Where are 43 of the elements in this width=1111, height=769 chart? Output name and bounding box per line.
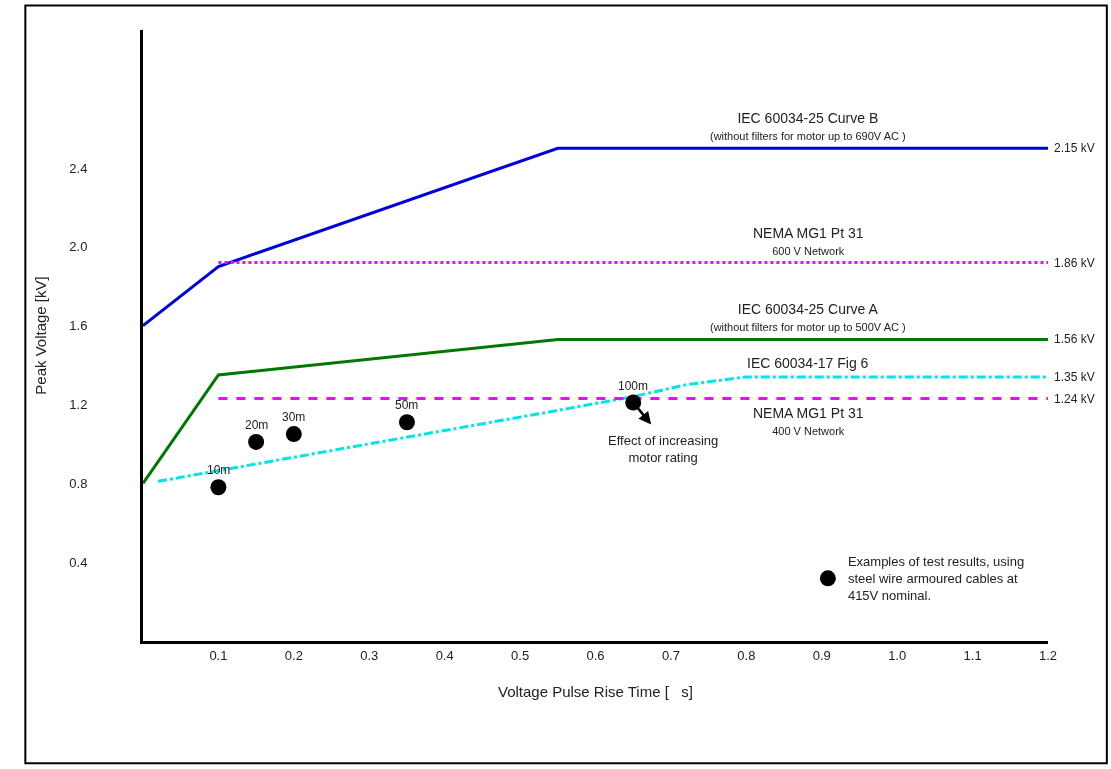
series-label: NEMA MG1 Pt 31 600 V Network — [753, 225, 864, 257]
point — [625, 394, 642, 411]
x-tick-label: 0.3 — [360, 647, 379, 663]
x-tick-label: 0.7 — [661, 647, 680, 663]
x-tick-label: 0.2 — [284, 647, 303, 663]
annotation: 10m — [207, 463, 231, 477]
annotation: 100m — [618, 379, 649, 393]
series-label: IEC 60034-25 Curve B (without filters for motor up to 690V AC ) — [710, 110, 906, 142]
x-tick-label: 1.0 — [888, 647, 907, 663]
point — [285, 426, 302, 443]
x-tick-label: 1.1 — [963, 647, 982, 663]
annotation: 50m — [395, 398, 419, 412]
x-tick-label: 0.8 — [737, 647, 756, 663]
y-tick-label: 1.6 — [69, 318, 88, 334]
x-tick-label: 1.2 — [1038, 647, 1058, 663]
annotation: 30m — [282, 410, 306, 424]
y-tick-label: 0.8 — [69, 475, 88, 491]
y-tick-label: 2.4 — [69, 160, 88, 176]
x-axis-title: Voltage Pulse Rise Time [ s] — [497, 682, 694, 700]
x-tick-label: 0.4 — [435, 647, 454, 663]
y-tick-label: 0.4 — [69, 554, 88, 570]
x-tick-label: 0.1 — [209, 647, 228, 663]
annotation: Effect of increasing motor rating — [608, 433, 719, 465]
point — [248, 433, 265, 450]
annotation: 20m — [245, 418, 269, 432]
y-tick-label: 1.2 — [69, 397, 88, 413]
annotation: 1.56 kV — [1054, 332, 1095, 346]
x-tick-label: 0.6 — [586, 647, 605, 663]
point — [210, 479, 227, 496]
x-tick-label: 0.5 — [511, 647, 530, 663]
x-tick-label: 0.9 — [812, 647, 831, 663]
series-label: IEC 60034-17 Fig 6 — [747, 355, 869, 371]
series-label: NEMA MG1 Pt 31 400 V Network — [753, 405, 864, 437]
line-series — [156, 375, 1048, 483]
series-label: IEC 60034-25 Curve A (without filters for motor up to 500V AC ) — [710, 301, 906, 333]
point — [398, 414, 415, 431]
annotation: 1.35 kV — [1054, 370, 1095, 384]
legend-label: Examples of test results, using steel wire armoured cables at 415V nominal. — [847, 554, 1025, 604]
y-tick-label: 2.0 — [69, 239, 88, 255]
annotation: 1.24 kV — [1054, 392, 1095, 406]
annotation: 2.15 kV — [1054, 141, 1095, 155]
y-axis-title: Peak Voltage [kV] — [31, 276, 49, 395]
annotation: 1.86 kV — [1054, 256, 1095, 270]
